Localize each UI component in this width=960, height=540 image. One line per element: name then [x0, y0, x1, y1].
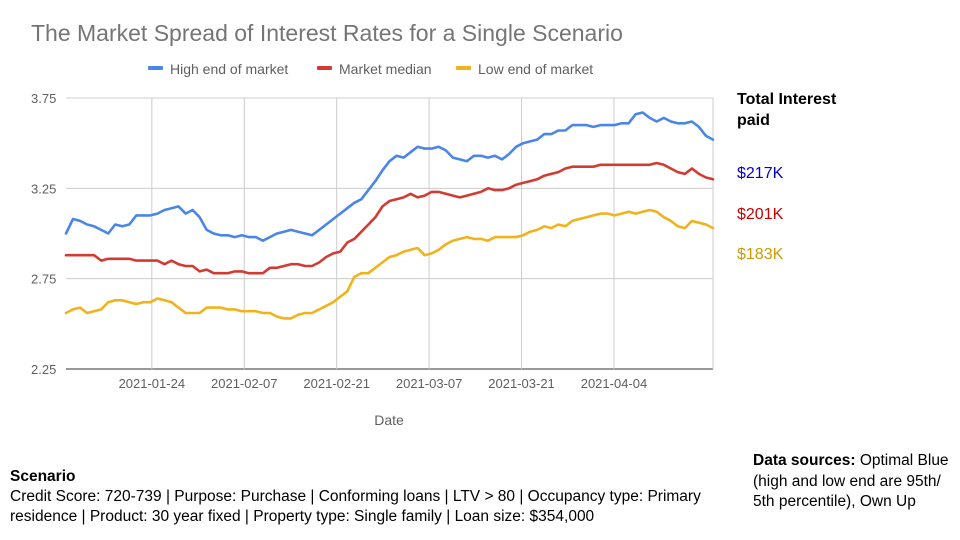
x-tick-label: 2021-03-21	[488, 376, 555, 391]
total-interest-heading: Total Interest paid	[737, 91, 837, 129]
legend-swatch	[317, 66, 332, 70]
y-tick-label: 2.25	[31, 362, 56, 377]
series-line-1	[64, 111, 715, 242]
legend-label: Low end of market	[478, 61, 593, 77]
x-axis-title: Date	[374, 412, 404, 428]
data-sources-label: Data sources:	[753, 452, 856, 469]
line-chart: The Market Spread of Interest Rates for …	[31, 20, 715, 428]
series-line-2	[64, 161, 715, 275]
x-tick-label: 2021-02-07	[211, 376, 278, 391]
data-sources-text: Optimal Blue (high and low end are 95th/…	[753, 452, 949, 510]
total-interest-panel: Total Interest paid $217K $201K $183K	[737, 89, 837, 263]
chart-series	[64, 111, 715, 320]
chart-legend: High end of market Market median Low end o…	[148, 61, 593, 77]
legend-label: High end of market	[170, 61, 288, 77]
y-tick-label: 3.75	[31, 91, 56, 106]
legend-swatch	[456, 66, 471, 70]
chart-axes: 2.25 2.75 3.25 3.75 2021-01-24 2021-02-07 2021…	[31, 91, 647, 391]
x-tick-label: 2021-04-04	[581, 376, 648, 391]
x-tick-label: 2021-03-07	[396, 376, 463, 391]
y-tick-label: 3.25	[31, 181, 56, 196]
y-tick-label: 2.75	[31, 272, 56, 287]
legend-swatch	[148, 66, 163, 70]
scenario-heading: Scenario	[10, 468, 76, 485]
data-sources-panel: Data sources: Optimal Blue (high and low…	[753, 451, 953, 513]
chart-grid	[66, 97, 714, 370]
total-interest-high: $217K	[737, 165, 784, 182]
legend-label: Market median	[339, 61, 432, 77]
total-interest-low: $183K	[737, 246, 784, 263]
x-tick-label: 2021-01-24	[119, 376, 186, 391]
scenario-details: Credit Score: 720-739 | Purpose: Purchas…	[10, 488, 701, 525]
chart-title: The Market Spread of Interest Rates for …	[31, 20, 623, 46]
scenario-panel: Scenario Credit Score: 720-739 | Purpose…	[10, 467, 740, 527]
total-interest-median: $201K	[737, 206, 784, 223]
series-line-3	[64, 208, 715, 320]
x-tick-label: 2021-02-21	[303, 376, 370, 391]
